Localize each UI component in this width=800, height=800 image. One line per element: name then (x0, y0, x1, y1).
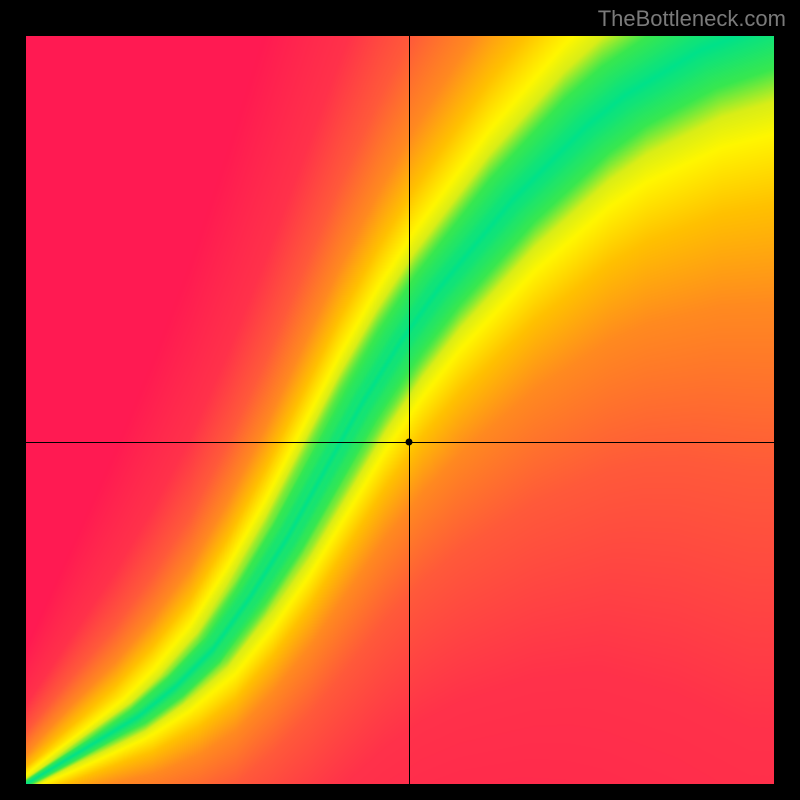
crosshair-horizontal (26, 442, 774, 443)
crosshair-marker (405, 439, 412, 446)
watermark-text: TheBottleneck.com (598, 6, 786, 32)
heatmap-canvas (26, 36, 774, 784)
heatmap-plot (26, 36, 774, 784)
crosshair-vertical (409, 36, 410, 784)
